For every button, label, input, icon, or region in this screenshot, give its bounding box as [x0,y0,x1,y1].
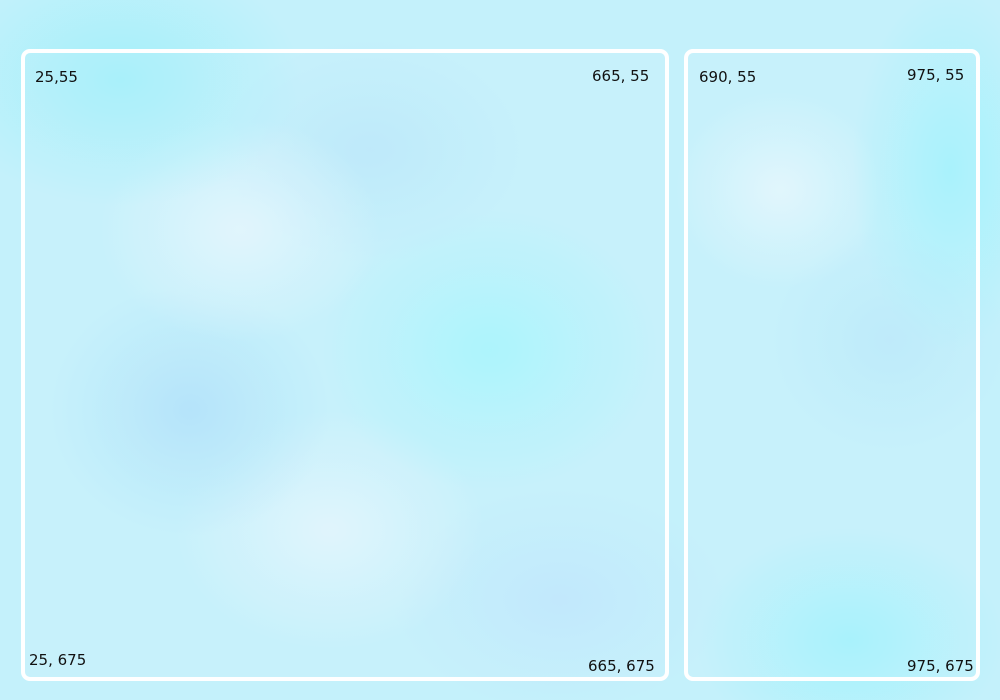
left-panel-top-right-coordinate-label: 665, 55 [592,67,649,85]
right-panel-top-left-coordinate-label: 690, 55 [699,68,756,86]
left-panel [21,49,669,681]
right-panel-top-right-coordinate-label: 975, 55 [907,66,964,84]
left-panel-top-left-coordinate-label: 25,55 [35,68,78,86]
left-panel-bottom-right-coordinate-label: 665, 675 [588,657,655,675]
right-panel [684,49,980,681]
right-panel-bottom-right-coordinate-label: 975, 675 [907,657,974,675]
left-panel-bottom-left-coordinate-label: 25, 675 [29,651,86,669]
